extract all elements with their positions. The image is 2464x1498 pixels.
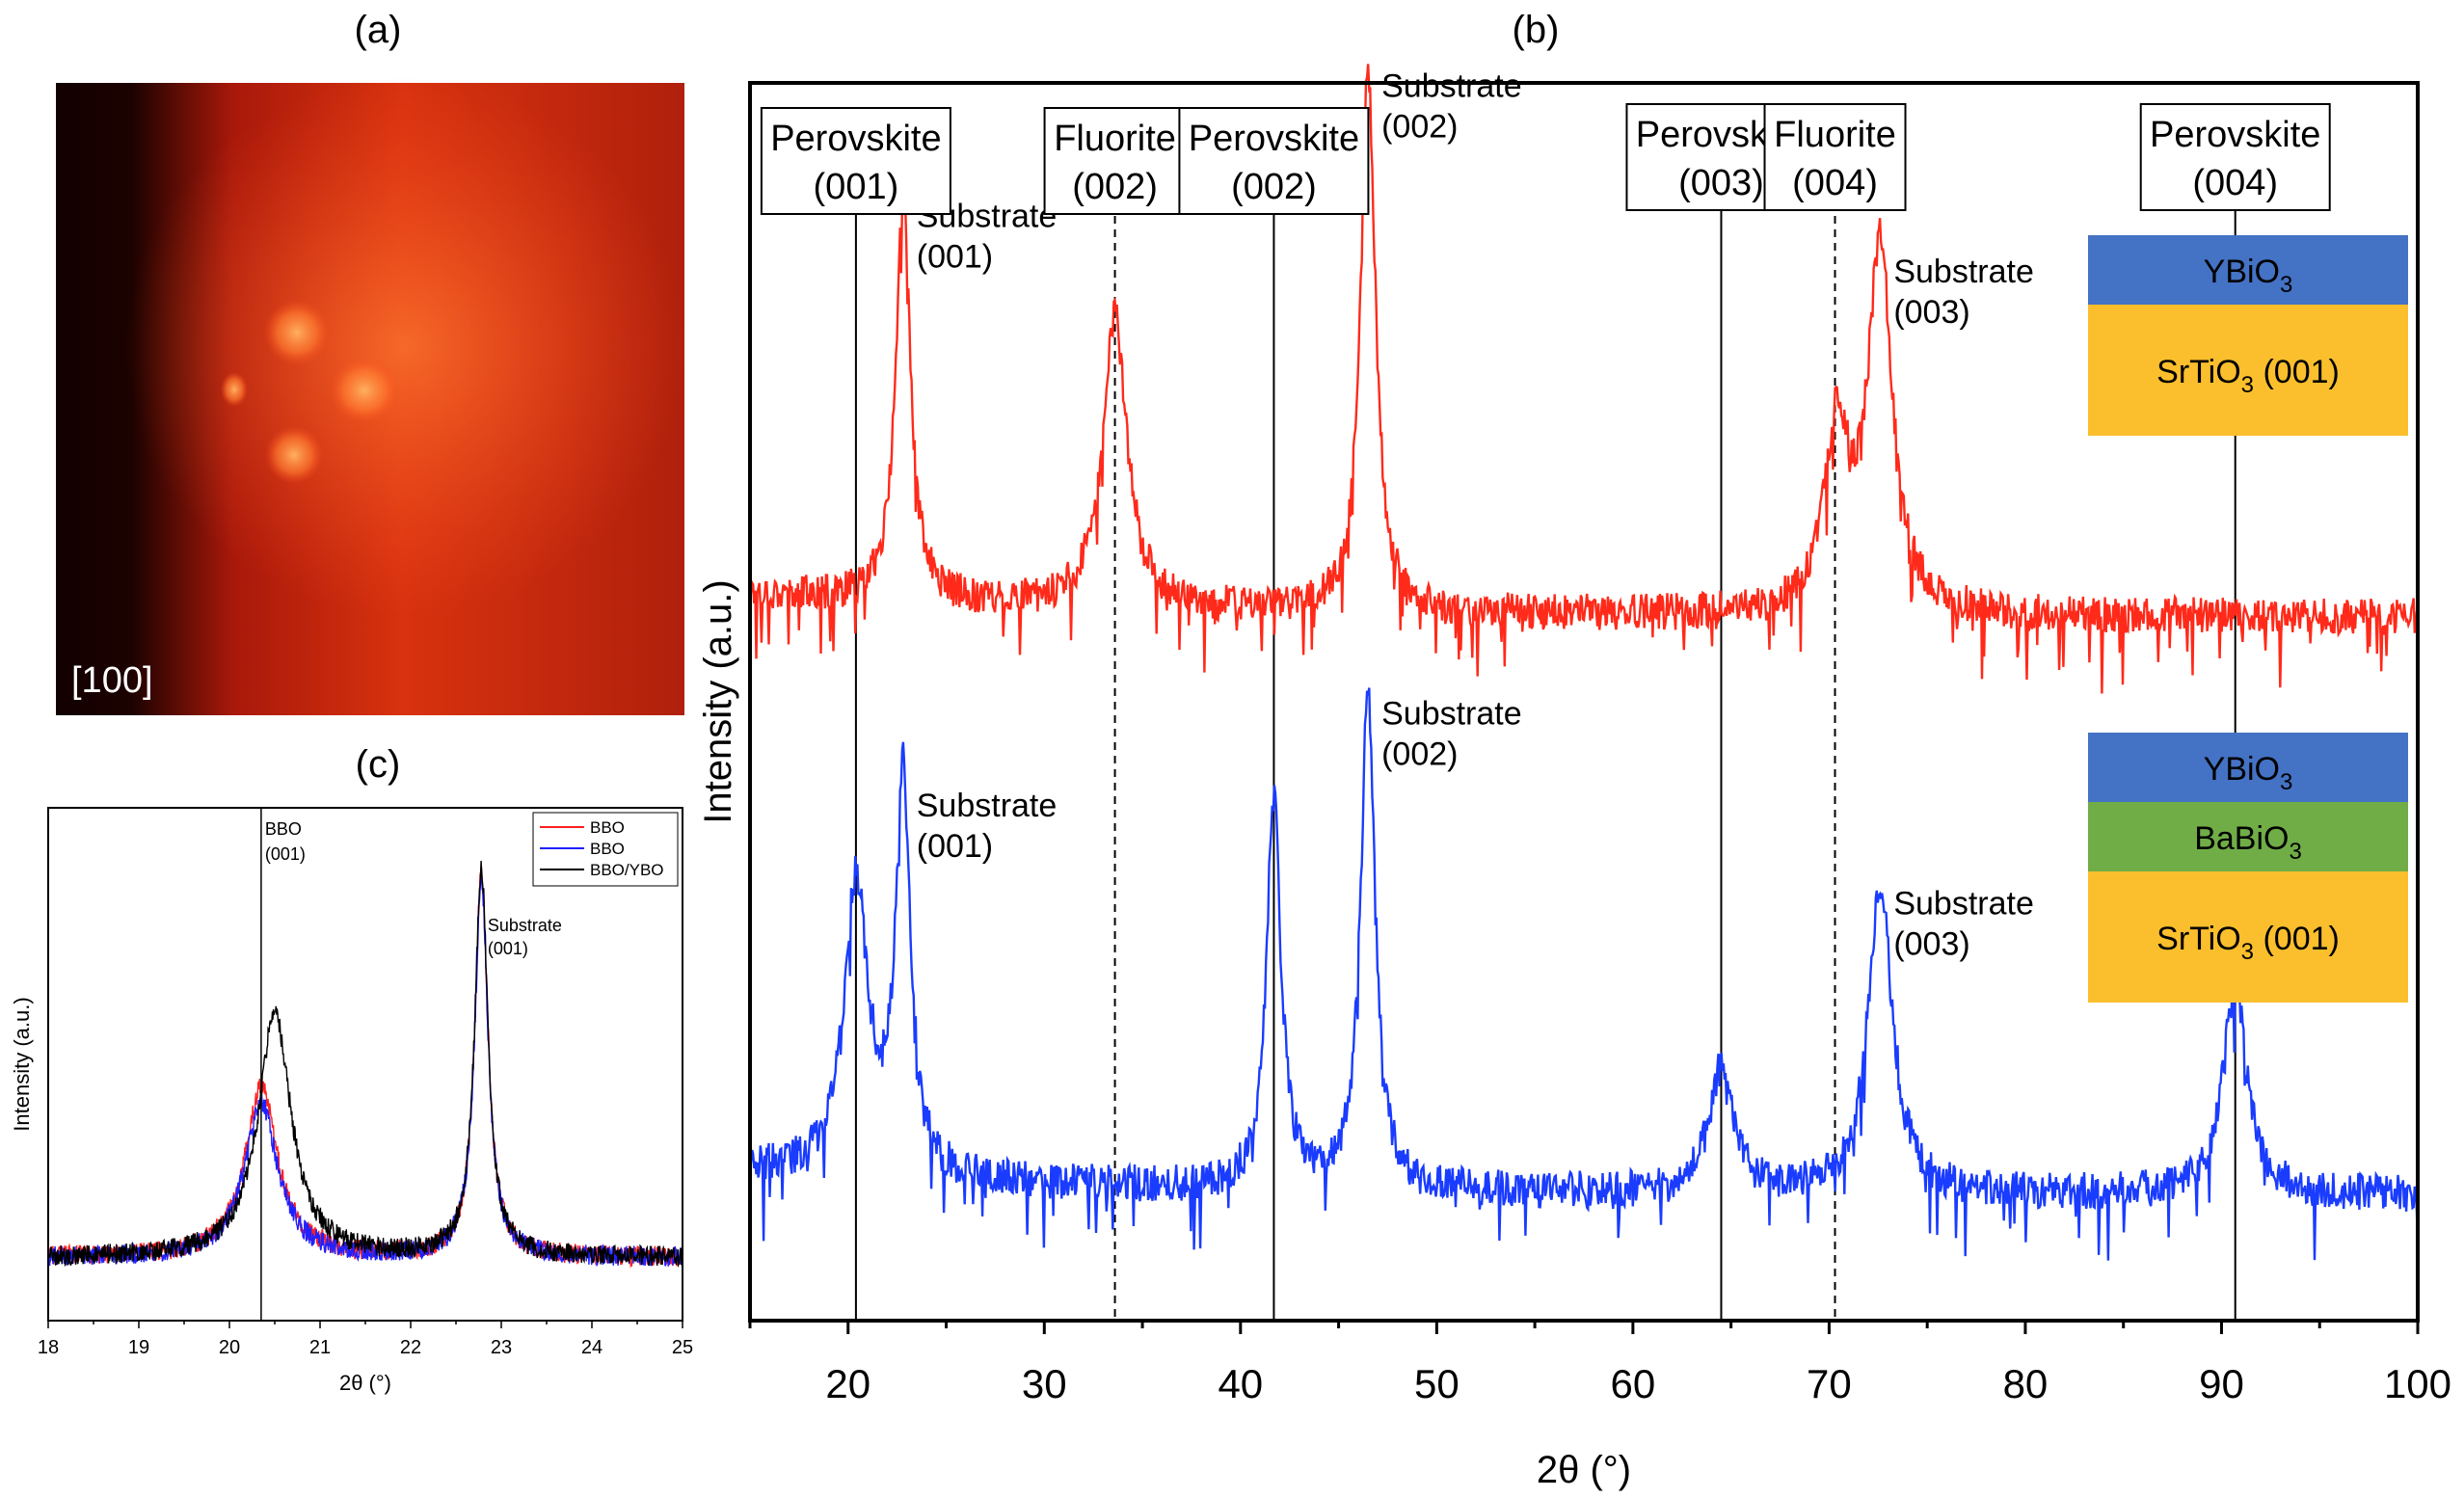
x-tick-label: 70 [1807,1361,1852,1406]
series-group-c [47,860,683,1269]
phase-label-index: (004) [1792,163,1878,203]
phase-label-index: (002) [1231,167,1317,207]
rheed-spot [265,426,323,484]
peak-label-index: (001) [488,939,528,958]
peak-label: Substrate [917,788,1058,824]
phase-label-index: (001) [814,167,899,207]
rheed-spot [330,358,399,423]
series-line [47,869,683,1268]
phase-label-box [1178,107,1370,215]
peak-labels: Substrate(001)Substrate(002)Substrate(00… [917,68,2034,963]
peak-label: Substrate [1893,254,2034,290]
peak-label: Substrate [1893,885,2034,922]
reference-lines [854,202,2236,1321]
series-line [748,64,2420,694]
x-tick-label: 50 [1414,1361,1460,1406]
legend-label: BBO/YBO [590,861,664,879]
x-tick-label: 24 [581,1337,603,1358]
legend-label: BBO [590,840,625,858]
peak-label-index: (003) [1893,294,1969,331]
x-tick-label: 20 [825,1361,870,1406]
phase-label-name: Perovskite [2150,115,2320,155]
panel-a-label: (a) [355,9,402,51]
peak-label-index: (003) [1893,925,1969,962]
peak-label-index: (001) [917,828,993,865]
x-tick-label: 19 [128,1337,149,1358]
x-tick-label: 18 [38,1337,59,1358]
phase-label-box [1763,103,1907,211]
rheed-direction-label: [100] [71,660,153,701]
peak-label-index: (001) [917,239,993,276]
phase-label-name: Perovskite [770,119,941,159]
layer-label: BaBiO3 [2194,820,2302,865]
x-tick-label: 60 [1611,1361,1656,1406]
x-axis-title-c: 2θ (°) [339,1371,391,1395]
panel-a: (a) [100] [56,9,684,715]
rheed-spot [221,372,248,407]
x-tick-label: 21 [309,1337,331,1358]
x-tick-label: 90 [2199,1361,2244,1406]
plot-frame-b [748,81,2420,1323]
x-tick-label: 30 [1022,1361,1067,1406]
reference-label-index: (001) [265,844,306,864]
phase-label-index: (002) [1072,167,1158,207]
x-tick-label: 22 [400,1337,421,1358]
phase-label-index: (004) [2192,163,2278,203]
layer-block [2088,235,2408,305]
panel-b: (b) Substrate(001)Substrate(002)Substrat… [697,9,2451,1491]
phase-label-name: Perovskite [1189,119,1359,159]
peak-label: Substrate [488,916,562,935]
peak-label-index: (002) [1381,109,1458,146]
peak-label: Substrate [1381,68,1522,105]
y-axis-title-b: Intensity (a.u.) [697,579,739,823]
series-line [47,867,683,1269]
phase-label-box [2139,103,2331,211]
layer-block [2088,802,2408,871]
layer-schematics: YBiO3 SrTiO3 (001) YBiO3 BaBiO3 SrTiO3 (001) [2088,235,2408,1003]
layer-label: SrTiO3 (001) [2156,921,2340,965]
rheed-spot [264,300,330,365]
x-tick-label: 25 [672,1337,693,1358]
reference-line-c: BBO (001) Substrate (001) [260,808,562,1321]
x-axis-title-b: 2θ (°) [1537,1449,1631,1491]
series-group [748,64,2420,1261]
x-axis-c: 18 19 20 21 22 23 24 25 [38,1321,693,1358]
x-tick-label: 20 [219,1337,240,1358]
rheed-diffuse-glow [125,77,684,617]
reference-label: BBO [265,819,302,839]
peak-label: Substrate [1381,696,1522,733]
peak-label-index: (002) [1381,736,1458,773]
x-tick-label: 100 [2384,1361,2451,1406]
series-line [748,687,2420,1261]
panel-c: (c) BBO (001) Substrate (001) BBO BBO BBO/YBO… [10,743,693,1395]
layer-label: YBiO3 [2204,254,2293,298]
layer-label: SrTiO3 (001) [2156,354,2340,398]
legend-c: BBO BBO BBO/YBO [532,812,679,887]
phase-labels: Perovskite (001) Fluorite (002) Perovskite (0… [760,103,2331,215]
layer-label: YBiO3 [2204,751,2293,795]
series-line [47,860,683,1269]
x-tick-label: 80 [2003,1361,2049,1406]
x-axis-b: 20 30 40 50 60 70 80 90 100 [748,1321,2451,1406]
panel-b-label: (b) [1513,9,1560,51]
phase-label-name: Fluorite [1054,119,1176,159]
x-tick-label: 40 [1218,1361,1263,1406]
phase-label-index: (003) [1678,163,1764,203]
y-axis-title-c: Intensity (a.u.) [10,997,34,1131]
panel-c-label: (c) [356,743,401,786]
layer-block [2088,305,2408,436]
x-tick-label: 23 [491,1337,512,1358]
phase-label-name: Fluorite [1774,115,1896,155]
layer-block [2088,871,2408,1003]
legend-label: BBO [590,818,625,837]
phase-label-box [760,107,951,215]
layer-block [2088,733,2408,802]
